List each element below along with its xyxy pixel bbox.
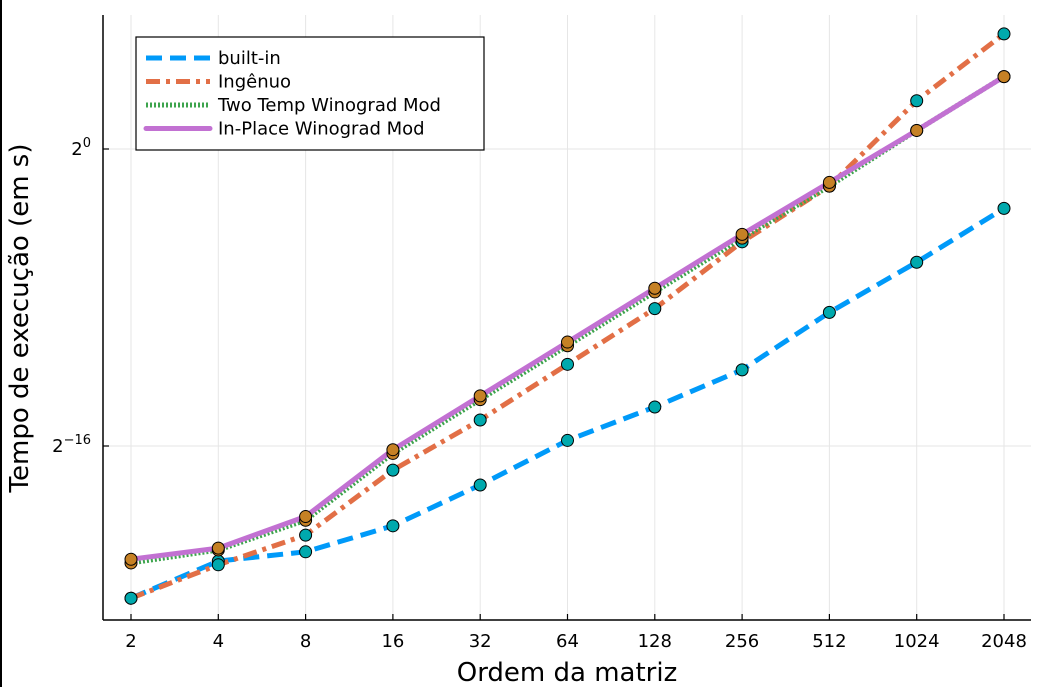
data-point-4 [299,510,313,524]
series-line-2 [130,31,1006,601]
window-edge [0,0,2,687]
x-tick-label: 128 [638,631,672,652]
x-tick-label: 64 [556,631,579,652]
data-point-2 [473,413,487,427]
y-tick-label: 2−16 [52,433,91,457]
data-point-1 [386,519,400,533]
data-point-2 [386,463,400,477]
data-point-4 [386,443,400,457]
data-point-1 [561,433,574,447]
legend-label-3: Two Temp Winograd Mod [217,95,441,116]
x-tick-label: 2048 [981,631,1027,652]
data-point-1 [735,363,749,377]
data-point-2 [648,302,662,316]
x-tick-label: 4 [213,631,224,652]
data-point-1 [910,255,924,269]
x-tick-label: 1024 [894,631,940,652]
x-tick-label: 2 [125,631,136,652]
markers [124,27,1011,605]
data-point-4 [822,175,836,189]
data-point-2 [997,27,1011,41]
x-ticks: 2 4 8 16 32 64 128 256 512 1024 2048 [125,614,1027,652]
data-point-4 [910,123,924,137]
data-point-2 [211,558,225,572]
x-tick-label: 8 [300,631,311,652]
data-point-1 [299,545,313,559]
y-tick-label: 20 [71,136,91,160]
data-point-4 [473,389,487,403]
x-tick-label: 32 [469,631,492,652]
data-point-4 [997,70,1011,84]
data-point-2 [124,591,138,605]
data-point-1 [648,400,662,414]
x-tick-label: 256 [725,631,759,652]
data-point-1 [997,201,1011,215]
y-ticks: 20 2−16 [52,136,109,457]
data-point-2 [910,94,924,108]
data-point-4 [561,335,574,349]
data-point-2 [299,528,313,542]
data-point-4 [648,281,662,295]
legend-label-4: In-Place Winograd Mod [218,119,425,140]
legend-label-2: Ingênuo [218,72,291,93]
data-point-4 [735,227,749,241]
data-point-1 [473,478,487,492]
data-point-1 [822,305,836,319]
x-tick-label: 512 [812,631,846,652]
x-axis-title: Ordem da matriz [457,658,678,687]
data-point-4 [124,552,138,566]
data-point-4 [211,541,225,555]
data-point-2 [561,357,574,371]
y-axis-title: Tempo de execução (em s) [5,144,35,494]
x-tick-label: 16 [381,631,404,652]
legend-label-1: built-in [218,48,281,69]
